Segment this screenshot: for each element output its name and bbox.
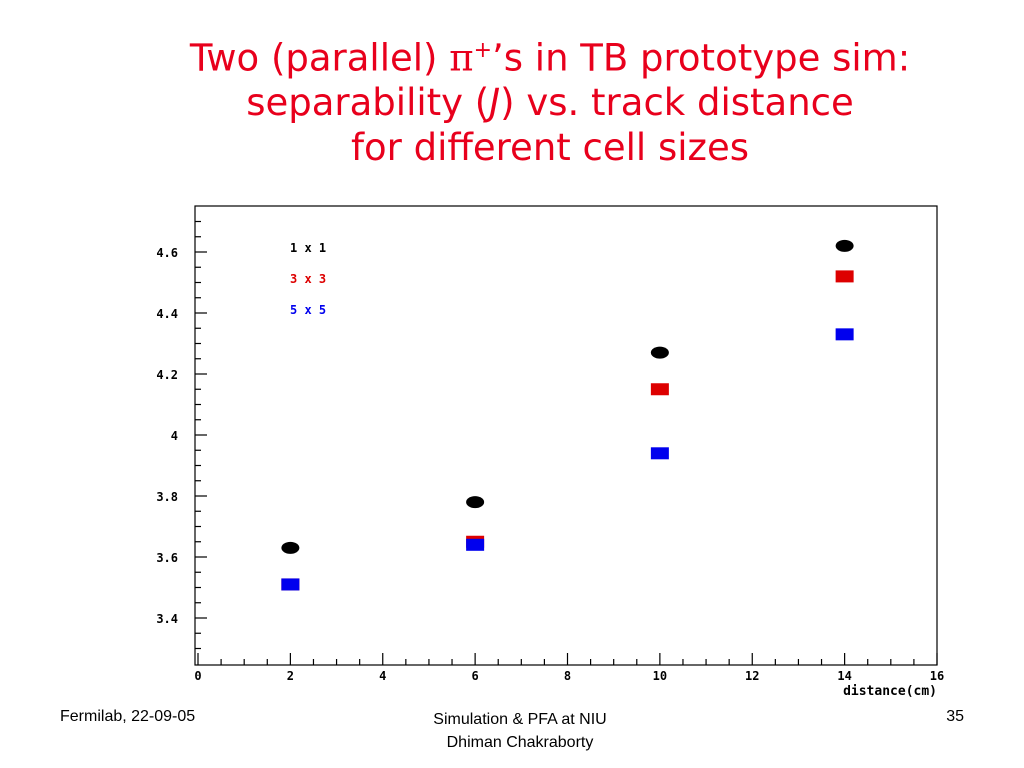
footer-left: Fermilab, 22-09-05 <box>60 708 196 725</box>
title-j-symbol: J <box>489 81 501 125</box>
y-tick-label: 3.4 <box>156 612 178 626</box>
data-point <box>650 447 669 460</box>
data-point <box>281 578 300 591</box>
data-point <box>466 538 485 551</box>
y-tick-label: 4.4 <box>156 307 178 321</box>
x-tick-label: 14 <box>837 669 851 683</box>
x-tick-label: 2 <box>287 669 294 683</box>
axes: 3.4 3.6 3.8 4 4.2 4.4 4.6 0 2 4 6 8 10 12 14 16 <box>156 220 944 683</box>
legend-entry: 1 x 1 <box>290 241 326 255</box>
y-tick-label: 4.2 <box>156 368 178 382</box>
data-marks <box>281 239 854 591</box>
title-text: separability ( <box>246 81 490 125</box>
slide-number: 35 <box>946 708 964 725</box>
legend-entry: 5 x 5 <box>290 303 326 317</box>
title-text: Two (parallel) <box>189 36 450 80</box>
x-axis-label: distance(cm) <box>843 684 937 699</box>
title-line-2: separability (J) vs. track distance <box>80 80 1020 125</box>
title-pi-symbol: π <box>449 36 474 80</box>
x-tick-label: 8 <box>564 669 571 683</box>
y-tick-label: 3.8 <box>156 490 178 504</box>
x-tick-label: 4 <box>379 669 386 683</box>
data-point <box>650 383 669 396</box>
x-tick-label: 10 <box>653 669 667 683</box>
title-line-3: for different cell sizes <box>351 126 749 170</box>
data-point <box>835 328 854 341</box>
x-tick-label: 16 <box>930 669 944 683</box>
slide-title: Two (parallel) π+’s in TB prototype sim:… <box>80 28 1020 170</box>
footer-center-line-2: Dhiman Chakraborty <box>446 734 594 751</box>
y-tick-label: 4 <box>171 429 178 443</box>
legend: 1 x 1 3 x 3 5 x 5 <box>290 241 326 317</box>
x-tick-label: 0 <box>194 669 201 683</box>
title-text: ’s in TB prototype sim: <box>492 36 911 80</box>
x-tick-label: 6 <box>472 669 479 683</box>
title-line-1: Two (parallel) π+’s in TB prototype sim: <box>80 28 1020 80</box>
title-text: ) vs. track distance <box>500 81 854 125</box>
legend-entry: 3 x 3 <box>290 272 326 286</box>
data-point <box>835 239 854 252</box>
data-point <box>835 270 854 283</box>
x-tick-label: 12 <box>745 669 759 683</box>
data-point <box>650 346 669 359</box>
footer-center: Simulation & PFA at NIU Dhiman Chakrabor… <box>380 708 660 754</box>
data-point <box>281 541 300 554</box>
y-tick-label: 4.6 <box>156 246 178 260</box>
footer-center-line-1: Simulation & PFA at NIU <box>433 711 607 728</box>
title-superscript: + <box>473 38 492 63</box>
y-tick-label: 3.6 <box>156 551 178 565</box>
data-point <box>466 496 485 509</box>
